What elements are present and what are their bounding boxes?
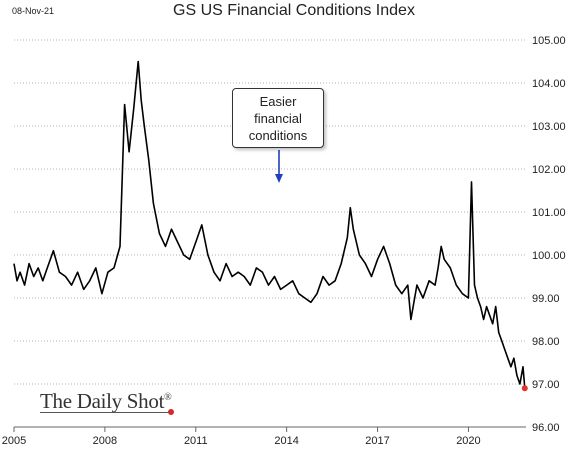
y-tick-label: 98.00: [532, 336, 560, 348]
x-tick-label: 2005: [2, 435, 26, 447]
y-tick-label: 102.00: [532, 164, 566, 176]
y-tick-label: 103.00: [532, 121, 566, 133]
series-line: [13, 60, 526, 389]
chart-title: GS US Financial Conditions Index: [173, 2, 415, 19]
y-tick-label: 104.00: [532, 78, 566, 90]
annotation-arrow-head: [275, 174, 283, 183]
watermark-dot: [168, 409, 174, 415]
annotation-line-3: conditions: [248, 128, 308, 143]
end-point-marker: [521, 385, 528, 392]
watermark-logo: The Daily Shot®: [40, 389, 172, 414]
y-tick-label: 96.00: [532, 422, 560, 434]
x-tick-label: 2011: [184, 435, 208, 447]
x-tick-label: 2020: [456, 435, 480, 447]
x-tick-label: 2014: [274, 435, 298, 447]
x-tick-label: 2017: [365, 435, 389, 447]
annotation-box: Easier financial conditions: [232, 88, 324, 148]
registered-mark: ®: [164, 392, 172, 403]
y-tick-label: 100.00: [532, 250, 566, 262]
y-tick-label: 105.00: [532, 35, 566, 47]
annotation-line-1: Easier: [259, 94, 297, 109]
date-stamp: 08-Nov-21: [12, 6, 55, 16]
watermark-text: The Daily Shot: [40, 389, 165, 413]
x-tick-label: 2008: [93, 435, 117, 447]
y-tick-label: 99.00: [532, 293, 560, 305]
y-tick-label: 97.00: [532, 379, 560, 391]
y-tick-label: 101.00: [532, 207, 566, 219]
watermark-underline: [40, 412, 172, 413]
annotation-line-2: financial: [254, 111, 302, 126]
